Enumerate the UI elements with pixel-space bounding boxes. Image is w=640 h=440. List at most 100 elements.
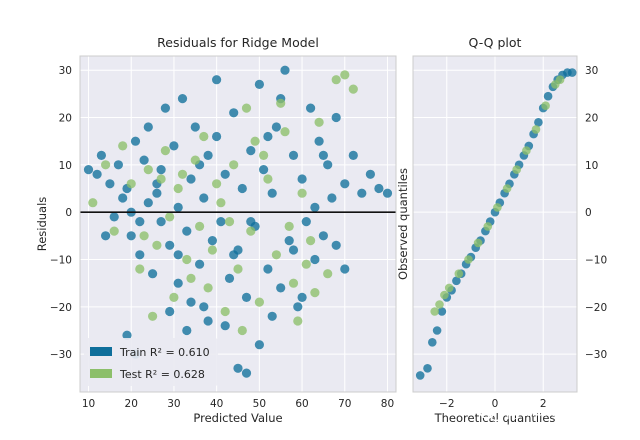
- residuals-train-point: [199, 193, 209, 203]
- residuals-train-point: [143, 122, 153, 132]
- wechat-bubble-small: [489, 410, 503, 422]
- residuals-y-tick-label: 0: [65, 207, 72, 219]
- residuals-train-point: [382, 188, 393, 198]
- qq-test-point: [473, 238, 483, 248]
- residuals-train-point: [156, 217, 166, 227]
- residuals-test-point: [314, 117, 324, 127]
- residuals-train-point: [186, 174, 196, 184]
- qq-y-tick-label: 0: [585, 207, 592, 219]
- residuals-train-point: [314, 136, 324, 146]
- watermark: pythonic生物人: [479, 405, 601, 422]
- legend-swatch-test: [90, 369, 112, 378]
- residuals-x-tick-label: 70: [338, 398, 351, 410]
- qq-test-point: [430, 307, 440, 316]
- residuals-train-point: [254, 340, 264, 350]
- residuals-test-point: [156, 174, 166, 184]
- residuals-train-point: [318, 231, 328, 241]
- residuals-train-point: [195, 259, 205, 269]
- residuals-train-point: [203, 316, 213, 326]
- qq-x-tick-label: −2: [439, 398, 454, 410]
- residuals-train-point: [241, 368, 252, 378]
- residuals-train-point: [173, 202, 183, 212]
- qq-train-point: [432, 326, 442, 335]
- residuals-train-point: [288, 245, 299, 255]
- residuals-train-point: [190, 122, 200, 132]
- residuals-test-point: [348, 84, 358, 94]
- residuals-train-point: [340, 179, 350, 189]
- residuals-test-point: [182, 254, 192, 265]
- residuals-test-point: [143, 165, 153, 175]
- residuals-train-point: [101, 231, 111, 241]
- residuals-x-tick-label: 60: [295, 398, 308, 410]
- qq-x-tick-label: 0: [492, 398, 499, 410]
- residuals-train-point: [340, 264, 350, 274]
- qq-test-point: [444, 283, 454, 293]
- qq-test-point: [483, 222, 493, 231]
- qq-train-point: [452, 276, 461, 286]
- qq-y-tick-label: 30: [585, 65, 598, 77]
- residuals-y-tick-label: −20: [50, 302, 72, 314]
- residuals-test-point: [148, 311, 158, 321]
- legend-box: [84, 338, 218, 386]
- qq-frame: [412, 55, 578, 393]
- residuals-train-point: [216, 217, 226, 227]
- legend: Train R² = 0.610 Test R² = 0.628: [84, 338, 218, 386]
- residuals-train-point: [306, 103, 316, 113]
- residuals-test-point: [118, 141, 128, 151]
- qq-test-point: [512, 165, 521, 174]
- residuals-y-axis-label: Residuals: [35, 197, 49, 252]
- residuals-train-point: [83, 165, 94, 175]
- residuals-y-tick-label: −30: [50, 349, 72, 361]
- residuals-x-tick-label: 50: [253, 398, 266, 410]
- wechat-icon: [479, 405, 503, 422]
- residuals-test-point: [301, 259, 311, 269]
- residuals-test-point: [271, 250, 281, 260]
- residuals-train-point: [276, 283, 286, 293]
- residuals-train-point: [212, 75, 222, 85]
- residuals-x-tick-label: 40: [210, 398, 223, 410]
- residuals-train-point: [203, 150, 213, 160]
- residuals-y-tick-label: −10: [50, 254, 72, 266]
- residuals-test-point: [254, 297, 264, 307]
- residuals-train-point: [259, 165, 269, 175]
- residuals-test-point: [203, 283, 213, 293]
- residuals-train-point: [122, 330, 132, 340]
- watermark-text: pythonic生物人: [506, 405, 601, 420]
- residuals-train-point: [229, 108, 239, 118]
- residuals-train-point: [288, 150, 299, 160]
- residuals-test-point: [237, 325, 247, 336]
- residuals-test-point: [331, 75, 341, 85]
- residuals-train-point: [207, 236, 217, 246]
- residuals-x-axis-label: Predicted Value: [193, 411, 282, 425]
- residuals-test-point: [135, 264, 145, 274]
- residuals-train-point: [118, 193, 128, 203]
- residuals-test-point: [297, 188, 307, 198]
- residuals-train-point: [224, 273, 235, 283]
- residuals-train-point: [254, 79, 264, 89]
- residuals-train-point: [126, 231, 136, 241]
- qq-y-tick-label: −20: [585, 302, 607, 314]
- residuals-test-point: [169, 292, 179, 302]
- residuals-train-point: [331, 240, 341, 250]
- residuals-test-point: [109, 226, 119, 236]
- residuals-test-point: [177, 169, 188, 179]
- residuals-test-point: [139, 231, 149, 241]
- residuals-x-tick-label: 30: [167, 398, 180, 410]
- legend-label-train: Train R² = 0.610: [119, 346, 210, 359]
- residuals-train-point: [301, 217, 311, 227]
- residuals-train-point: [152, 188, 162, 198]
- qq-test-point: [440, 290, 449, 300]
- residuals-train-point: [186, 297, 196, 307]
- residuals-test-point: [190, 155, 200, 165]
- residuals-test-point: [233, 264, 243, 274]
- residuals-train-point: [323, 160, 333, 170]
- qq-train-point: [543, 91, 553, 101]
- residuals-train-point: [357, 188, 367, 198]
- residuals-train-point: [297, 292, 307, 302]
- residuals-test-point: [160, 146, 170, 156]
- qq-test-point: [502, 184, 512, 193]
- legend-swatch-train: [90, 347, 112, 356]
- residuals-train-point: [327, 193, 337, 203]
- residuals-train-point: [310, 254, 320, 265]
